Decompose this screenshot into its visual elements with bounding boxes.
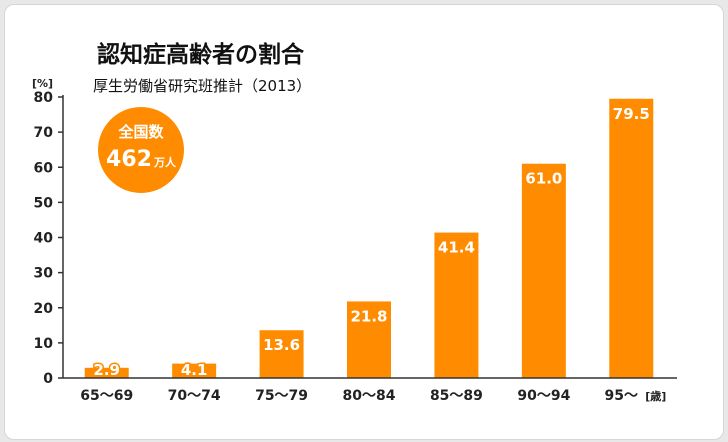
bar-value-label: 61.0 [525, 170, 562, 188]
bar-value-label: 4.1 [181, 361, 208, 379]
bar-6 [521, 163, 566, 378]
x-tick-label: 85〜89 [430, 388, 483, 404]
x-tick-label: 75〜79 [255, 388, 308, 404]
bar-value-label: 2.9 [93, 361, 120, 379]
y-tick-label: 80 [34, 90, 54, 106]
y-tick-label: 50 [34, 195, 54, 211]
x-tick-label: 70〜74 [168, 388, 221, 404]
y-tick-label: 30 [34, 266, 54, 282]
chart-panel: 認知症高齢者の割合 厚生労働省研究班推計（2013） [%] 全国数 462 万人… [4, 4, 724, 440]
y-tick-label: 0 [43, 371, 53, 387]
y-axis: 0 10 20 30 40 50 60 70 80 [34, 90, 64, 387]
y-tick-label: 40 [34, 231, 54, 247]
x-tick-label: 90〜94 [517, 388, 570, 404]
bar-chart: 認知症高齢者の割合 厚生労働省研究班推計（2013） [%] 全国数 462 万人… [32, 41, 677, 404]
bar-value-label: 41.4 [438, 239, 475, 257]
bar-value-label: 21.8 [350, 307, 387, 325]
x-unit-label: [歳] [645, 389, 666, 403]
bar-value-label: 13.6 [263, 336, 300, 354]
bar-value-label: 79.5 [613, 105, 650, 123]
bar-4 [347, 301, 391, 378]
bar-1 [84, 367, 129, 378]
y-unit-label: [%] [32, 77, 53, 90]
chart-title: 認知症高齢者の割合 [97, 41, 305, 68]
chart-subtitle: 厚生労働省研究班推計（2013） [93, 77, 311, 95]
bar-5 [434, 232, 479, 378]
bars: 2.9 4.1 13.6 21.8 41.4 61.0 79.5 [84, 98, 654, 381]
badge-number: 462 [106, 147, 152, 172]
x-tick-label: 95〜 [605, 388, 638, 404]
total-badge: 全国数 462 万人 [98, 107, 184, 193]
bar-3 [259, 330, 304, 378]
bar-7 [609, 98, 654, 378]
total-badge-circle [98, 107, 184, 193]
y-tick-label: 60 [34, 160, 54, 176]
badge-value: 462 万人 [106, 147, 177, 172]
x-tick-label: 65〜69 [80, 388, 133, 404]
y-tick-label: 10 [34, 336, 54, 352]
y-tick-label: 20 [34, 301, 54, 317]
bar-2 [172, 363, 217, 378]
y-tick-label: 70 [34, 125, 54, 141]
badge-label: 全国数 [117, 123, 164, 141]
badge-unit: 万人 [153, 155, 177, 169]
x-tick-label: 80〜84 [343, 388, 396, 404]
x-axis: 65〜69 70〜74 75〜79 80〜84 85〜89 90〜94 95〜 [歳] [63, 377, 677, 404]
